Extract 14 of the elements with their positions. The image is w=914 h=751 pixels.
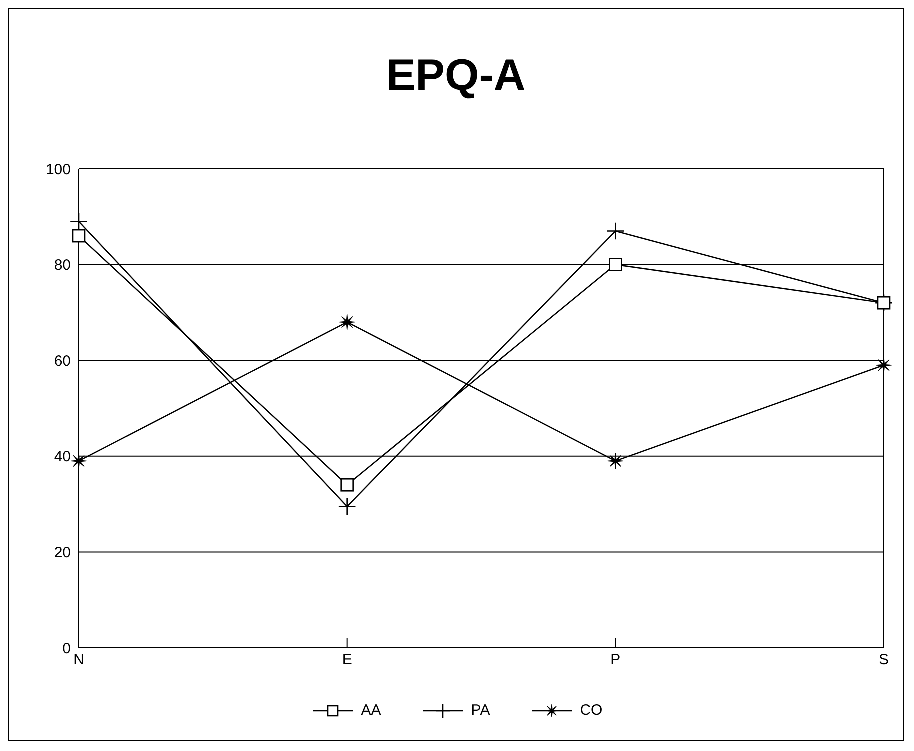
- x-tick-label: E: [342, 652, 352, 669]
- x-tick-label: N: [74, 652, 84, 669]
- y-tick-label: 100: [46, 161, 71, 178]
- x-tick-label: P: [610, 652, 621, 669]
- y-tick-label: 40: [54, 448, 71, 466]
- legend-label: PA: [471, 702, 490, 719]
- y-tick-label: 60: [54, 352, 71, 370]
- y-tick-label: 80: [54, 257, 71, 274]
- x-tick-label: S: [878, 652, 890, 669]
- chart-title: EPQ-A: [385, 51, 527, 101]
- y-tick-label: 20: [54, 544, 71, 562]
- legend-label: CO: [580, 702, 603, 719]
- legend-label: AA: [361, 702, 382, 719]
- y-tick-label: 0: [62, 640, 71, 658]
